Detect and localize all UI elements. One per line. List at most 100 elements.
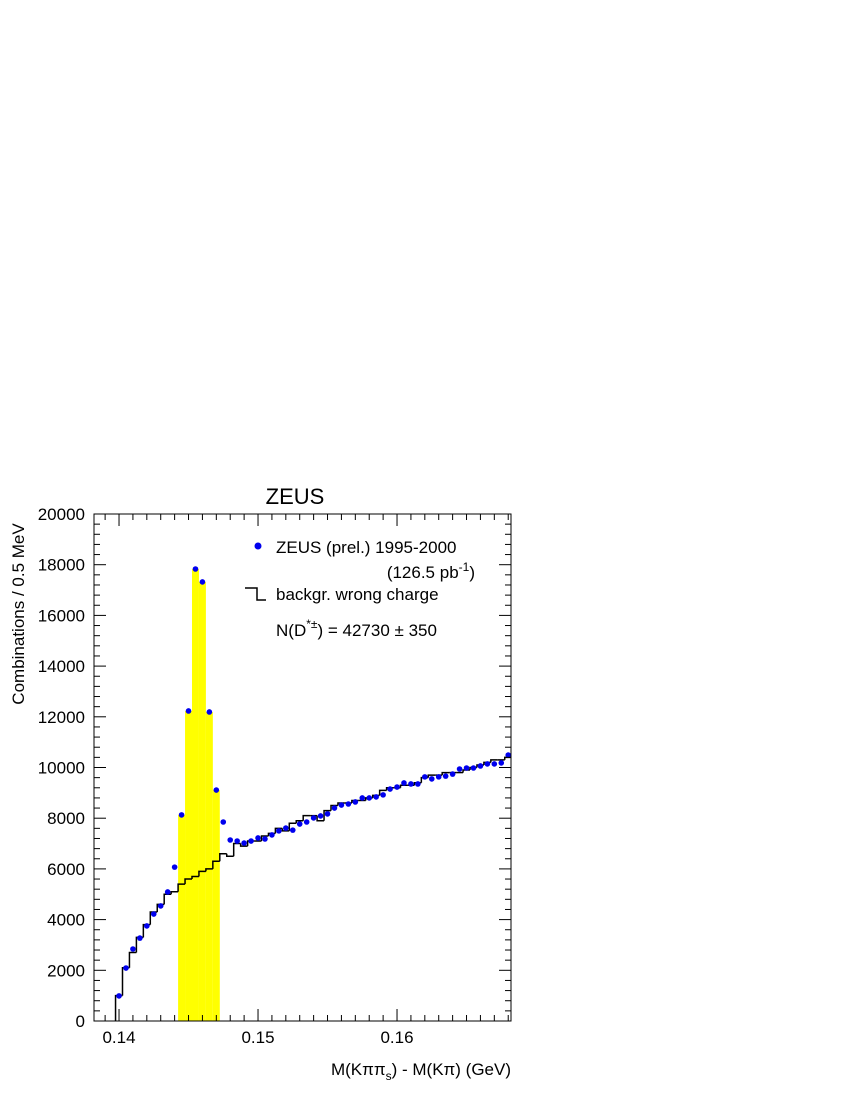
y-tick-label: 20000 [38, 505, 85, 524]
step-segment [239, 843, 248, 847]
data-point [331, 805, 338, 811]
x-label-sub: s [386, 1069, 392, 1083]
data-point [137, 935, 143, 941]
data-point [463, 765, 470, 771]
y-tick-label: 0 [76, 1012, 85, 1031]
legend-label: ZEUS (prel.) 1995-2000 [276, 538, 456, 557]
data-point [366, 795, 373, 801]
data-point [276, 828, 282, 834]
data-point [470, 765, 477, 771]
data-point [157, 903, 164, 909]
legend-part: (126.5 pb [387, 563, 459, 582]
data-point [498, 760, 505, 766]
data-point [359, 795, 366, 801]
data-point [491, 761, 498, 767]
data-point [164, 889, 171, 895]
step-segment [191, 875, 199, 880]
step-segment [378, 789, 387, 796]
step-segment [212, 860, 220, 869]
data-point [296, 821, 303, 827]
y-tick-label: 18000 [38, 556, 85, 575]
y-tick-label: 8000 [47, 809, 85, 828]
step-segment [184, 878, 192, 885]
data-point [380, 792, 386, 798]
data-point [116, 993, 122, 999]
data-point [415, 781, 421, 787]
data-point [283, 825, 289, 831]
step-segment [219, 852, 227, 862]
data-point [422, 774, 428, 780]
data-point [178, 812, 185, 818]
y-axis-label: Combinations / 0.5 MeV [9, 523, 28, 705]
chart-title: ZEUS [266, 484, 325, 509]
highlight-bar [205, 711, 213, 1021]
data-point [428, 776, 435, 782]
x-tick-label: 0.15 [241, 1028, 274, 1047]
y-tick-label: 14000 [38, 657, 85, 676]
data-point [449, 771, 456, 777]
data-point [206, 709, 213, 715]
plot-area [114, 566, 511, 1021]
data-point [220, 819, 227, 825]
legend-label-line2: (126.5 pb-1) [387, 560, 475, 582]
step-segment [490, 759, 498, 763]
data-point [387, 786, 393, 792]
data-point [317, 813, 324, 819]
data-point [269, 832, 275, 838]
step-segment [225, 853, 234, 857]
data-point [310, 815, 317, 821]
data-point [171, 864, 178, 870]
data-point [241, 840, 247, 846]
data-point [477, 763, 484, 769]
step-segment [441, 771, 450, 776]
data-point [324, 811, 331, 817]
data-point [401, 780, 407, 786]
data-point [289, 827, 296, 833]
legend-label: backgr. wrong charge [276, 585, 439, 604]
y-tick-label: 12000 [38, 708, 85, 727]
data-point [484, 761, 491, 767]
data-point [199, 579, 206, 585]
data-point [213, 787, 220, 793]
step-segment [427, 774, 436, 778]
data-point [144, 923, 150, 929]
data-point [185, 708, 192, 714]
x-axis-label: M(Kππs) - M(Kπ) (GeV) [331, 1060, 511, 1083]
x-label-part: M(Kππ [331, 1060, 386, 1079]
step-segment [121, 967, 130, 996]
y-tick-label: 10000 [38, 759, 85, 778]
highlight-bar [191, 569, 199, 1021]
step-segment [205, 868, 213, 872]
y-tick-label: 6000 [47, 860, 85, 879]
axes: 0 2000 4000 6000 8000 10000 12000 14000 16000 180… [38, 505, 512, 1047]
legend-step-icon [245, 587, 266, 601]
y-tick-label: 2000 [47, 961, 85, 980]
data-point [338, 802, 345, 808]
data-point [303, 819, 310, 825]
step-segment [170, 890, 179, 895]
legend-marker [254, 542, 262, 550]
step-segment [198, 870, 206, 877]
data-point [123, 965, 129, 971]
data-point [262, 836, 268, 842]
step-segment [232, 842, 241, 857]
data-point [456, 766, 463, 772]
highlight-bar [185, 710, 192, 1021]
y-tick-label: 16000 [38, 606, 85, 625]
highlight-bar [178, 814, 186, 1021]
data-point [442, 773, 449, 779]
annotation-part: N(D [276, 621, 306, 640]
data-point [130, 946, 136, 952]
annotation: N(D*±) = 42730 ± 350 [276, 617, 437, 640]
data-point [408, 781, 414, 787]
x-tick-label: 0.16 [380, 1028, 413, 1047]
step-segment [163, 893, 172, 905]
y-tick-label: 4000 [47, 911, 85, 930]
data-point [234, 838, 240, 844]
step-segment [128, 951, 137, 968]
legend-sup: -1 [459, 560, 470, 574]
step-segment [316, 815, 325, 822]
step-segment [302, 814, 311, 821]
data-point [435, 774, 442, 780]
